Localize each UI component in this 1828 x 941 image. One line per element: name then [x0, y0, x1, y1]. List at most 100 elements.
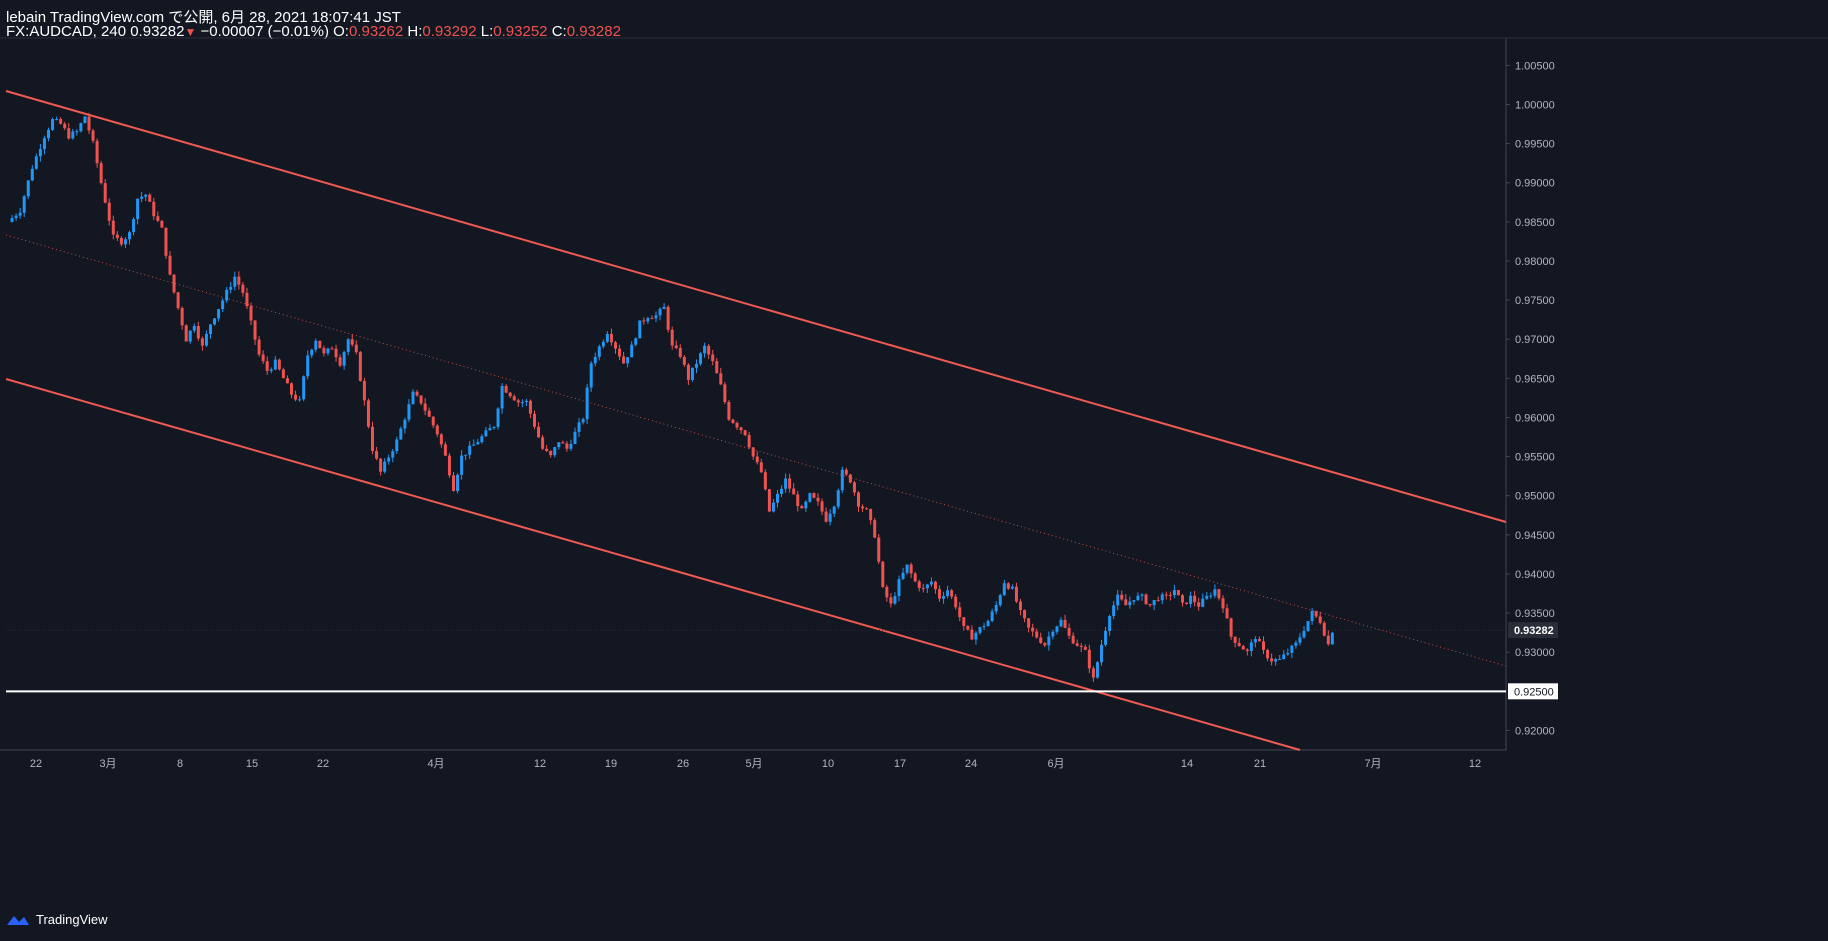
candle-body: [51, 119, 55, 130]
candle-body: [103, 183, 107, 203]
candle-body: [217, 309, 221, 319]
candle-body: [658, 309, 662, 316]
candle-body: [954, 596, 958, 608]
candle-body: [204, 333, 208, 346]
candle-body: [788, 478, 792, 489]
candle-body: [1302, 631, 1306, 638]
candle-body: [1019, 601, 1022, 611]
candle-body: [609, 333, 613, 343]
candle-body: [747, 435, 751, 448]
candle-body: [79, 123, 83, 132]
candle-body: [743, 430, 747, 436]
candle-body: [472, 444, 476, 446]
candle-body: [638, 320, 642, 339]
candle-body: [123, 239, 127, 245]
symbol-legend: FX:AUDCAD, 240 0.93282▼ −0.00007 (−0.01%…: [6, 23, 621, 40]
candle-body: [678, 348, 682, 357]
candle-body: [840, 469, 844, 491]
price-tick-label: 0.97000: [1515, 334, 1555, 346]
candle-body: [391, 451, 395, 458]
candle-body: [1286, 652, 1290, 655]
candle-body: [443, 444, 447, 456]
candle-body: [553, 447, 557, 456]
time-tick-label: 3月: [99, 758, 116, 770]
channel-upper-line[interactable]: [5, 90, 1507, 523]
channel-median-line[interactable]: [5, 234, 1507, 667]
price-tick-label: 0.98500: [1515, 217, 1555, 229]
candle-body: [1031, 627, 1035, 632]
channel-lower-line[interactable]: [5, 378, 1301, 751]
candle-body: [561, 442, 565, 444]
candle-body: [354, 344, 358, 353]
candle-body: [1221, 598, 1225, 609]
candle-body: [852, 482, 856, 493]
candle-body: [1262, 641, 1265, 650]
price-tick-label: 0.96000: [1515, 412, 1555, 424]
candle-body: [703, 345, 707, 354]
candle-body: [832, 506, 836, 514]
candle-body: [686, 364, 690, 380]
candle-body: [1270, 658, 1274, 662]
candle-body: [67, 128, 71, 139]
candle-body: [460, 455, 464, 475]
candle-body: [468, 445, 472, 455]
candle-body: [1245, 649, 1249, 652]
candle-body: [1209, 595, 1213, 597]
candle-body: [707, 345, 711, 355]
candle-body: [690, 367, 694, 380]
brand-footer[interactable]: TradingView: [6, 912, 108, 927]
candle-body: [423, 403, 427, 411]
candle-body: [1035, 631, 1039, 638]
candle-body: [804, 501, 808, 509]
candle-body: [1047, 636, 1051, 646]
candle-body: [597, 346, 601, 357]
candle-body: [771, 502, 775, 512]
time-tick-label: 6月: [1047, 758, 1064, 770]
low-value: 0.93252: [493, 23, 548, 40]
candle-body: [338, 357, 342, 366]
candle-body: [601, 341, 605, 347]
candle-body: [1164, 594, 1168, 596]
candle-body: [962, 617, 966, 627]
candle-body: [362, 380, 366, 401]
candle-body: [1128, 601, 1132, 606]
price-tick-label: 0.93000: [1515, 647, 1555, 659]
candle-body: [1314, 611, 1318, 617]
candle-body: [792, 488, 796, 495]
candle-body: [1148, 604, 1152, 606]
candle-body: [557, 442, 561, 448]
candle-body: [310, 349, 314, 356]
candle-body: [1168, 594, 1172, 596]
down-arrow-icon: ▼: [184, 25, 197, 39]
candle-body: [901, 572, 905, 580]
last-price-tag-label: 0.93282: [1514, 625, 1554, 637]
candle-body: [14, 215, 18, 219]
candle-body: [1067, 627, 1071, 636]
time-tick-label: 12: [1469, 758, 1481, 770]
candle-body: [865, 508, 869, 510]
candle-body: [1120, 594, 1124, 600]
candle-body: [719, 373, 723, 385]
price-tick-label: 0.97500: [1515, 295, 1555, 307]
candle-body: [1071, 635, 1075, 644]
candle-body: [1176, 590, 1180, 596]
candle-body: [1087, 649, 1091, 669]
time-tick-label: 12: [534, 758, 546, 770]
candle-body: [403, 419, 407, 429]
candle-body: [1023, 610, 1027, 619]
candle-body: [1298, 637, 1302, 643]
candle-body: [115, 234, 119, 238]
candle-body: [1330, 632, 1334, 645]
candle-body: [1152, 600, 1156, 606]
candle-body: [318, 340, 322, 349]
candle-body: [447, 455, 451, 476]
candle-body: [784, 478, 788, 489]
price-tick-label: 0.98000: [1515, 256, 1555, 268]
candle-body: [1278, 659, 1282, 661]
candle-body: [512, 396, 516, 401]
candle-body: [654, 315, 658, 319]
candle-body: [836, 490, 840, 507]
last-price: 0.93282: [130, 23, 185, 40]
candle-body: [1205, 595, 1209, 599]
